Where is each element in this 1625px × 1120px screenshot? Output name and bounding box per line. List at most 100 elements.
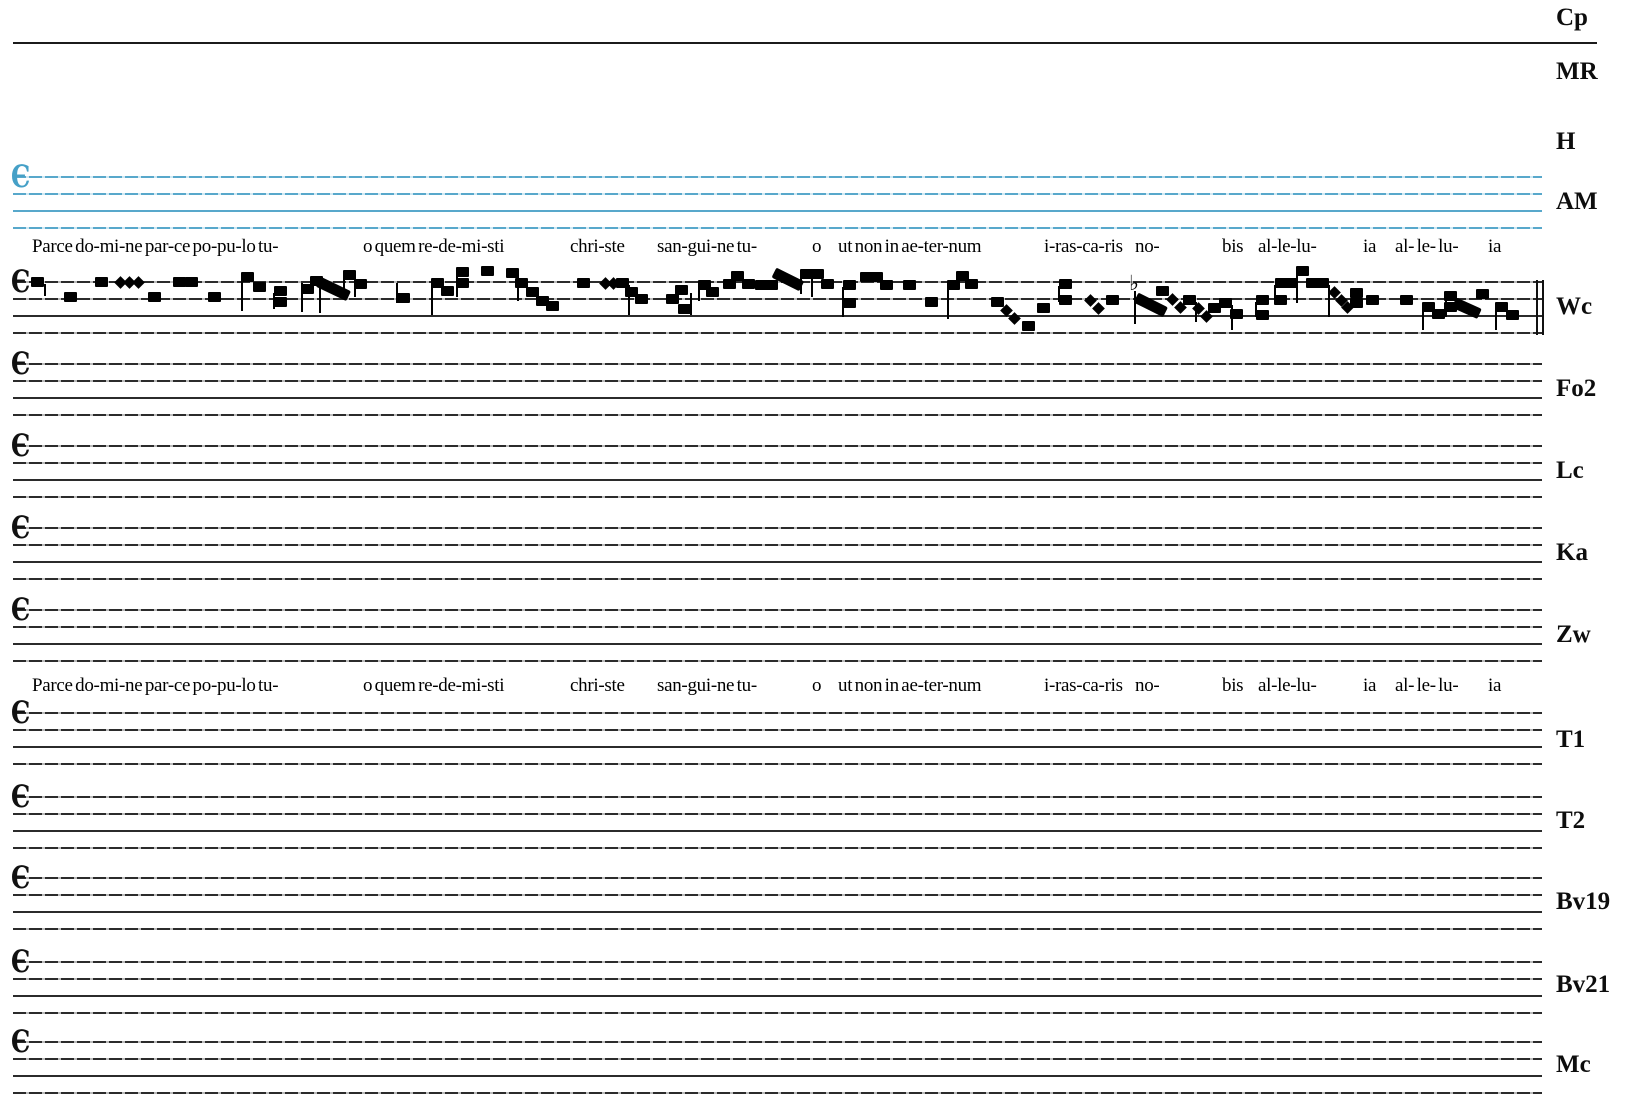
note-punctum [274, 297, 287, 307]
staff-line [13, 609, 1542, 611]
note-stem [431, 285, 433, 315]
note-punctum [1350, 288, 1363, 298]
c-clef-icon: Є [11, 592, 31, 628]
note-stem [947, 287, 949, 319]
note-stem [1328, 285, 1330, 317]
note-punctum [173, 277, 186, 287]
note-stem [456, 274, 458, 297]
source-label-t1[interactable]: T1 [1556, 726, 1586, 753]
note-punctum [95, 277, 108, 287]
note-stem [1274, 285, 1276, 302]
note-punctum [1256, 295, 1269, 305]
source-label-mr[interactable]: MR [1556, 58, 1598, 85]
note-stem [273, 293, 275, 309]
note-punctum [1306, 278, 1319, 288]
note-stem [44, 284, 46, 296]
source-label-fo2[interactable]: Fo2 [1556, 375, 1597, 402]
source-label-t2[interactable]: T2 [1556, 807, 1586, 834]
c-clef-icon: Є [11, 159, 31, 195]
note-punctum [526, 287, 539, 297]
staff-line [13, 928, 1542, 930]
lyric-word: ut non in ae-ter-num [838, 236, 982, 257]
staff-line [13, 193, 1542, 195]
staff-line [13, 462, 1542, 464]
source-label-lc[interactable]: Lc [1556, 457, 1584, 484]
staff-line [13, 626, 1542, 628]
source-label-bv21[interactable]: Bv21 [1556, 971, 1611, 998]
staff-line [13, 363, 1542, 365]
note-stem [354, 276, 356, 297]
note-punctum [821, 279, 834, 289]
note-punctum [343, 270, 356, 280]
note-punctum [310, 276, 323, 286]
staff-line [13, 1058, 1542, 1060]
staff-line [13, 496, 1542, 498]
lyric-word: bis [1222, 236, 1244, 257]
source-label-wc[interactable]: Wc [1556, 293, 1593, 320]
note-punctum [1316, 278, 1329, 288]
lyric-word: i-ras-ca-ris [1044, 675, 1123, 696]
lyric-word: chri-ste [570, 236, 625, 257]
note-punctum [755, 280, 768, 290]
lyric-word: bis [1222, 675, 1244, 696]
staff-line [13, 894, 1542, 896]
note-punctum [1106, 295, 1119, 305]
source-label-cp[interactable]: Cp [1556, 4, 1588, 31]
lyric-word: san-gui-ne tu- [657, 236, 757, 257]
source-label-bv19[interactable]: Bv19 [1556, 888, 1611, 915]
note-punctum [698, 280, 711, 290]
note-punctum [241, 272, 254, 282]
source-label-zw[interactable]: Zw [1556, 621, 1591, 648]
source-label-mc[interactable]: Mc [1556, 1051, 1591, 1078]
lyric-word: ia [1363, 675, 1377, 696]
note-punctum [870, 272, 883, 282]
note-punctum [354, 279, 367, 289]
staff-line [13, 712, 1542, 714]
staff-line [13, 176, 1542, 178]
staff-line [13, 847, 1542, 849]
note-punctum [860, 272, 873, 282]
flat-accidental-icon: ♭ [1129, 271, 1139, 295]
note-punctum [431, 278, 444, 288]
note-punctum [1256, 310, 1269, 320]
c-clef-icon: Є [11, 779, 31, 815]
lyric-word: no- [1135, 236, 1160, 257]
lyric-word: Parce do-mi-ne par-ce po-pu-lo tu- [32, 675, 279, 696]
staff-line [13, 414, 1542, 416]
note-punctum [765, 280, 778, 290]
note-punctum [1219, 298, 1232, 308]
note-punctum [1275, 278, 1288, 288]
note-punctum [577, 278, 590, 288]
note-punctum [616, 278, 629, 288]
note-punctum [1400, 295, 1413, 305]
note-punctum [506, 268, 519, 278]
note-punctum [481, 266, 494, 276]
source-label-ka[interactable]: Ka [1556, 539, 1588, 566]
note-punctum [956, 271, 969, 281]
note-stem [1058, 286, 1060, 302]
staff-line [13, 796, 1542, 798]
note-punctum [1366, 295, 1379, 305]
staff-line [13, 830, 1542, 832]
note-punctum [31, 277, 44, 287]
staff-line [13, 660, 1542, 662]
note-punctum [1444, 291, 1457, 301]
c-clef-icon: Є [11, 1024, 31, 1060]
note-rhombus [131, 275, 145, 289]
staff-line [13, 978, 1542, 980]
lyric-word: i-ras-ca-ris [1044, 236, 1123, 257]
note-punctum [1495, 302, 1508, 312]
lyric-word: no- [1135, 675, 1160, 696]
final-double-barline [1536, 280, 1538, 335]
note-punctum [1422, 302, 1435, 312]
staff-line [13, 746, 1542, 748]
source-label-h[interactable]: H [1556, 128, 1576, 155]
note-stem [396, 283, 398, 303]
staff-line [13, 544, 1542, 546]
note-punctum [991, 297, 1004, 307]
note-stem [517, 275, 519, 301]
note-punctum [965, 279, 978, 289]
source-label-am[interactable]: AM [1556, 188, 1598, 215]
note-punctum [666, 294, 679, 304]
